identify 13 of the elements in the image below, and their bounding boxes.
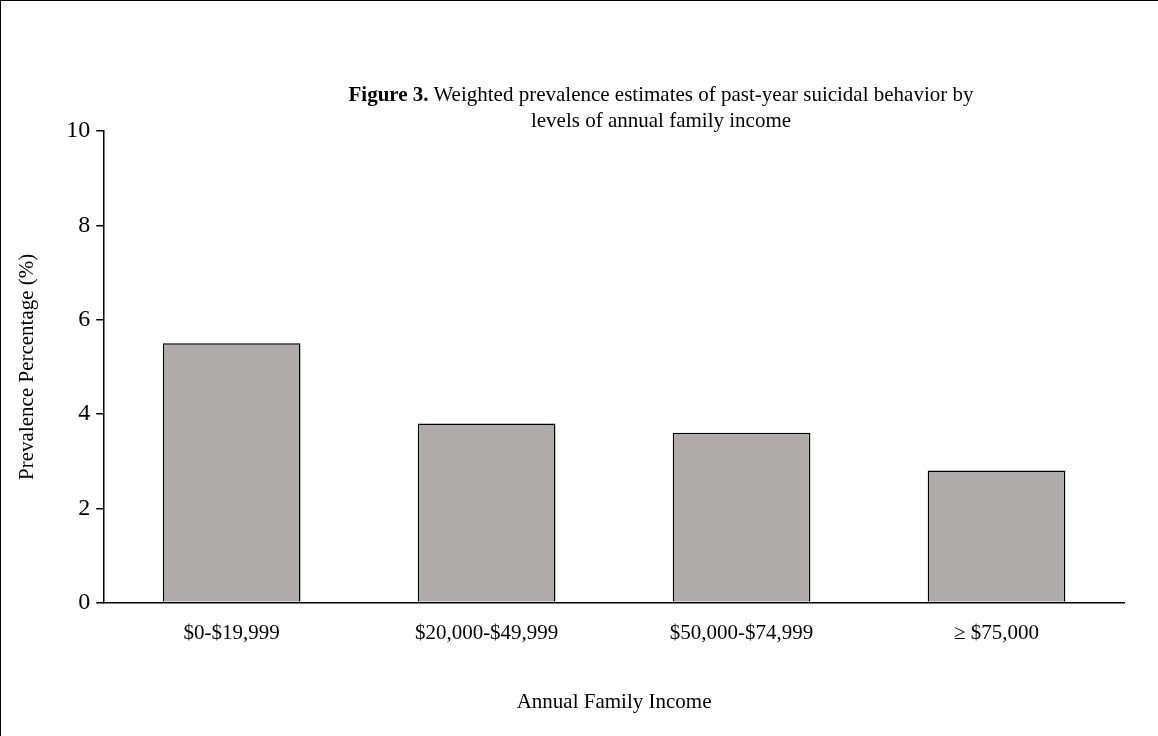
y-tick-label: 10 <box>66 116 91 143</box>
y-tick-label: 0 <box>78 587 91 614</box>
y-tick-label: 6 <box>78 304 91 331</box>
y-tick-label: 8 <box>78 210 91 237</box>
y-tick-label: 4 <box>78 399 91 426</box>
x-tick-label: $0-$19,999 <box>183 619 280 644</box>
x-tick-label: $50,000-$74,999 <box>669 619 814 644</box>
y-axis-title: Prevalence Percentage (%) <box>14 253 39 480</box>
x-tick-label: $20,000-$49,999 <box>414 619 559 644</box>
chart-title: Figure 3. Weighted prevalence estimates of past-year suicidal behavior by levels of annual family income <box>347 81 975 133</box>
x-tick-label: ≥ $75,000 <box>954 619 1040 644</box>
y-tick-label: 2 <box>78 493 91 520</box>
x-axis-title: Annual Family Income <box>516 688 712 713</box>
